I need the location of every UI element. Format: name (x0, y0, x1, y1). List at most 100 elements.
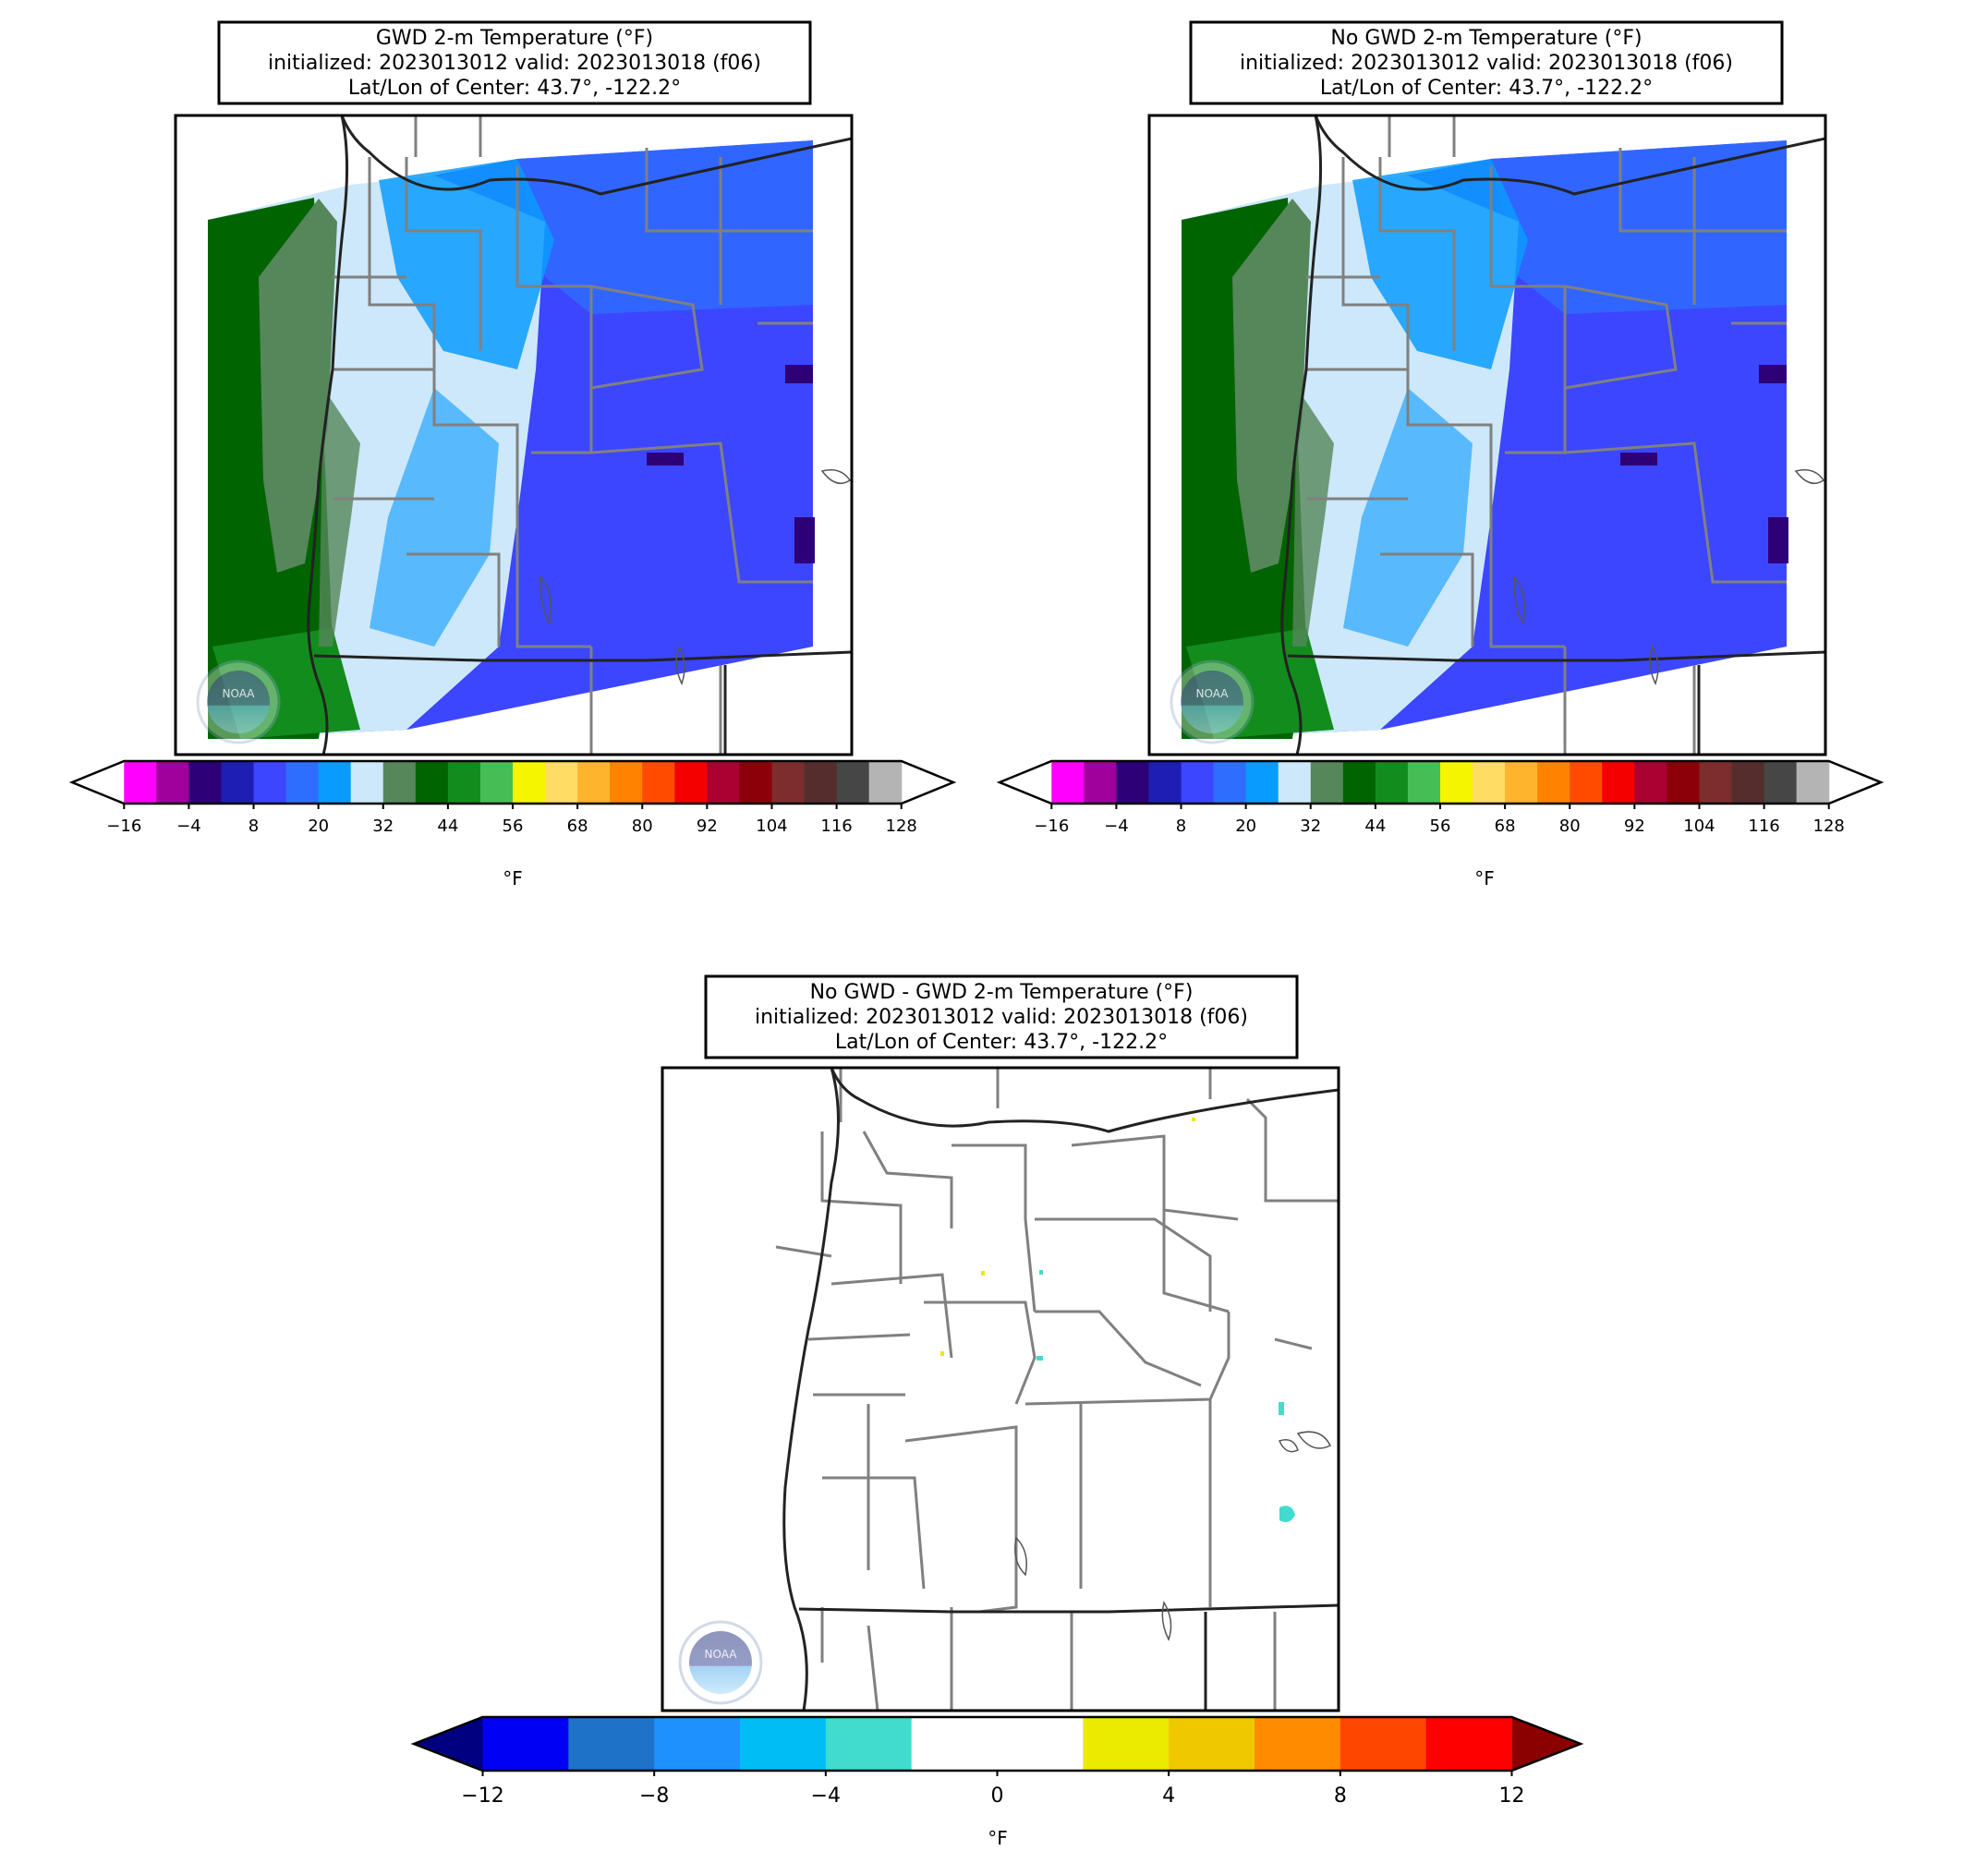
state-borders (782, 1068, 1339, 1711)
colorbar-cell (1254, 1717, 1341, 1771)
logo-text: NOAA (1196, 687, 1230, 700)
map-field (176, 115, 852, 755)
colorbar-cell (1169, 1717, 1255, 1771)
colorbar-cell (1148, 761, 1182, 804)
colorbar-cell (804, 761, 838, 804)
panel-title-line2: initialized: 2023013012 valid: 202301301… (755, 1006, 1248, 1029)
colorbar-tick-label: 8 (248, 817, 259, 836)
colorbar-cell (1213, 761, 1247, 804)
colorbar-cell (1796, 761, 1830, 804)
colorbar-cell (825, 1717, 913, 1771)
noaa-logo: NOAA (1170, 659, 1255, 744)
noaa-logo: NOAA (196, 659, 281, 744)
colorbar-cell (1051, 761, 1085, 804)
colorbar-cell (1339, 1717, 1427, 1771)
colorbar-cell (1342, 761, 1376, 804)
colorbar-cell (1116, 761, 1150, 804)
panel-diff: No GWD - GWD 2-m Temperature (°F) initia… (410, 974, 1584, 1849)
colorbar-extend-high (1828, 761, 1881, 804)
colorbar-cell (1310, 761, 1344, 804)
colorbar-tick-label: 104 (756, 817, 787, 836)
colorbar-tick-label: 12 (1498, 1784, 1524, 1808)
colorbar-extend-low (72, 761, 125, 804)
colorbar-tick-label: 80 (1559, 817, 1581, 836)
colorbar-cell (836, 761, 870, 804)
colorbar-cell (1505, 761, 1538, 804)
colorbar-tick-label: 68 (1495, 817, 1516, 836)
colorbar-cell (1245, 761, 1279, 804)
colorbar-tick-label: 0 (991, 1784, 1004, 1808)
colorbar-cell (482, 1717, 569, 1771)
colorbar-cell (415, 761, 449, 804)
colorbar-cell (350, 761, 384, 804)
title-box (1189, 20, 1784, 105)
colorbar-tick-label: 8 (1334, 1784, 1347, 1808)
colorbar-cell (740, 1717, 827, 1771)
colorbar-extend-high (901, 761, 953, 804)
colorbar-tick-label: 80 (632, 817, 653, 836)
colorbar-cell (911, 1717, 999, 1771)
colorbar-cell (124, 761, 157, 804)
colorbar-tick-label: 68 (567, 817, 588, 836)
colorbar-cell (1602, 761, 1635, 804)
colorbar-cell (318, 761, 352, 804)
colorbar-tick-label: 32 (372, 817, 394, 836)
colorbar-tick-label: 116 (820, 817, 852, 836)
colorbar-tick-label: 20 (308, 817, 329, 836)
colorbar-cell (771, 761, 806, 804)
colorbar-cell (1473, 761, 1506, 804)
colorbar-tick-label: −4 (176, 817, 201, 836)
colorbar-cell (1425, 1717, 1513, 1771)
colorbar-tick-label: 32 (1300, 817, 1321, 836)
colorbar-tick-label: 44 (1364, 817, 1386, 836)
county-lines (775, 1068, 1339, 1711)
colorbar-cell (1537, 761, 1570, 804)
noaa-logo: NOAA (678, 1620, 763, 1705)
panel-title-line1: GWD 2-m Temperature (°F) (376, 27, 653, 50)
colorbar-tick-label: 92 (1624, 817, 1645, 836)
colorbar-tick-label: 56 (1430, 817, 1451, 836)
colorbar-diff: −12 −8 −4 0 4 8 12 (410, 1715, 1584, 1808)
colorbar-cell (253, 761, 287, 804)
colorbar-cell (610, 761, 643, 804)
map-frame (1147, 114, 1827, 756)
colorbar-tick-label: 92 (697, 817, 718, 836)
colorbar-unit: °F (988, 1827, 1008, 1849)
colorbar-unit: °F (503, 867, 523, 889)
map-field (662, 1068, 1339, 1711)
colorbar-cell (739, 761, 773, 804)
panel-title-line3: Lat/Lon of Center: 43.7°, -122.2° (835, 1031, 1168, 1054)
colorbar-tick-label: 56 (503, 817, 524, 836)
colorbar-tick-label: −16 (106, 817, 141, 836)
title-box (217, 20, 812, 105)
colorbar-tick-label: 8 (1176, 817, 1186, 836)
colorbar-tick-label: −16 (1034, 817, 1069, 836)
colorbar-unit: °F (1474, 867, 1495, 889)
colorbar-tick-label: −12 (461, 1784, 503, 1808)
county-lines (333, 115, 813, 755)
colorbar-cell (1278, 761, 1312, 804)
colorbar-cell (382, 761, 417, 804)
panel-title-line1: No GWD - GWD 2-m Temperature (°F) (810, 981, 1194, 1004)
colorbar-cell (156, 761, 190, 804)
panel-nogwd: No GWD 2-m Temperature (°F) initialized:… (996, 20, 1885, 889)
colorbar-tick-label: 128 (886, 817, 917, 836)
colorbar-cell (707, 761, 741, 804)
panel-title-line3: Lat/Lon of Center: 43.7°, -122.2° (348, 77, 681, 100)
colorbar-cell (513, 761, 546, 804)
colorbar-cell (1570, 761, 1603, 804)
colorbar-cell (447, 761, 481, 804)
colorbar-cell (1699, 761, 1733, 804)
colorbar-tick-label: −8 (639, 1784, 669, 1808)
colorbar-cell (1181, 761, 1215, 804)
colorbar-tick-label: −4 (1104, 817, 1129, 836)
colorbar-tick-label: 104 (1683, 817, 1715, 836)
colorbar-cell (479, 761, 514, 804)
colorbar-cell (188, 761, 223, 804)
map-field (1149, 115, 1825, 755)
colorbar-tick-label: 4 (1162, 1784, 1175, 1808)
colorbar-cell (1375, 761, 1409, 804)
logo-text: NOAA (223, 687, 256, 700)
colorbar-nogwd: −16 −4 8 20 32 44 56 68 80 92 104 116 128 (996, 759, 1885, 836)
colorbar-cell (997, 1717, 1084, 1771)
